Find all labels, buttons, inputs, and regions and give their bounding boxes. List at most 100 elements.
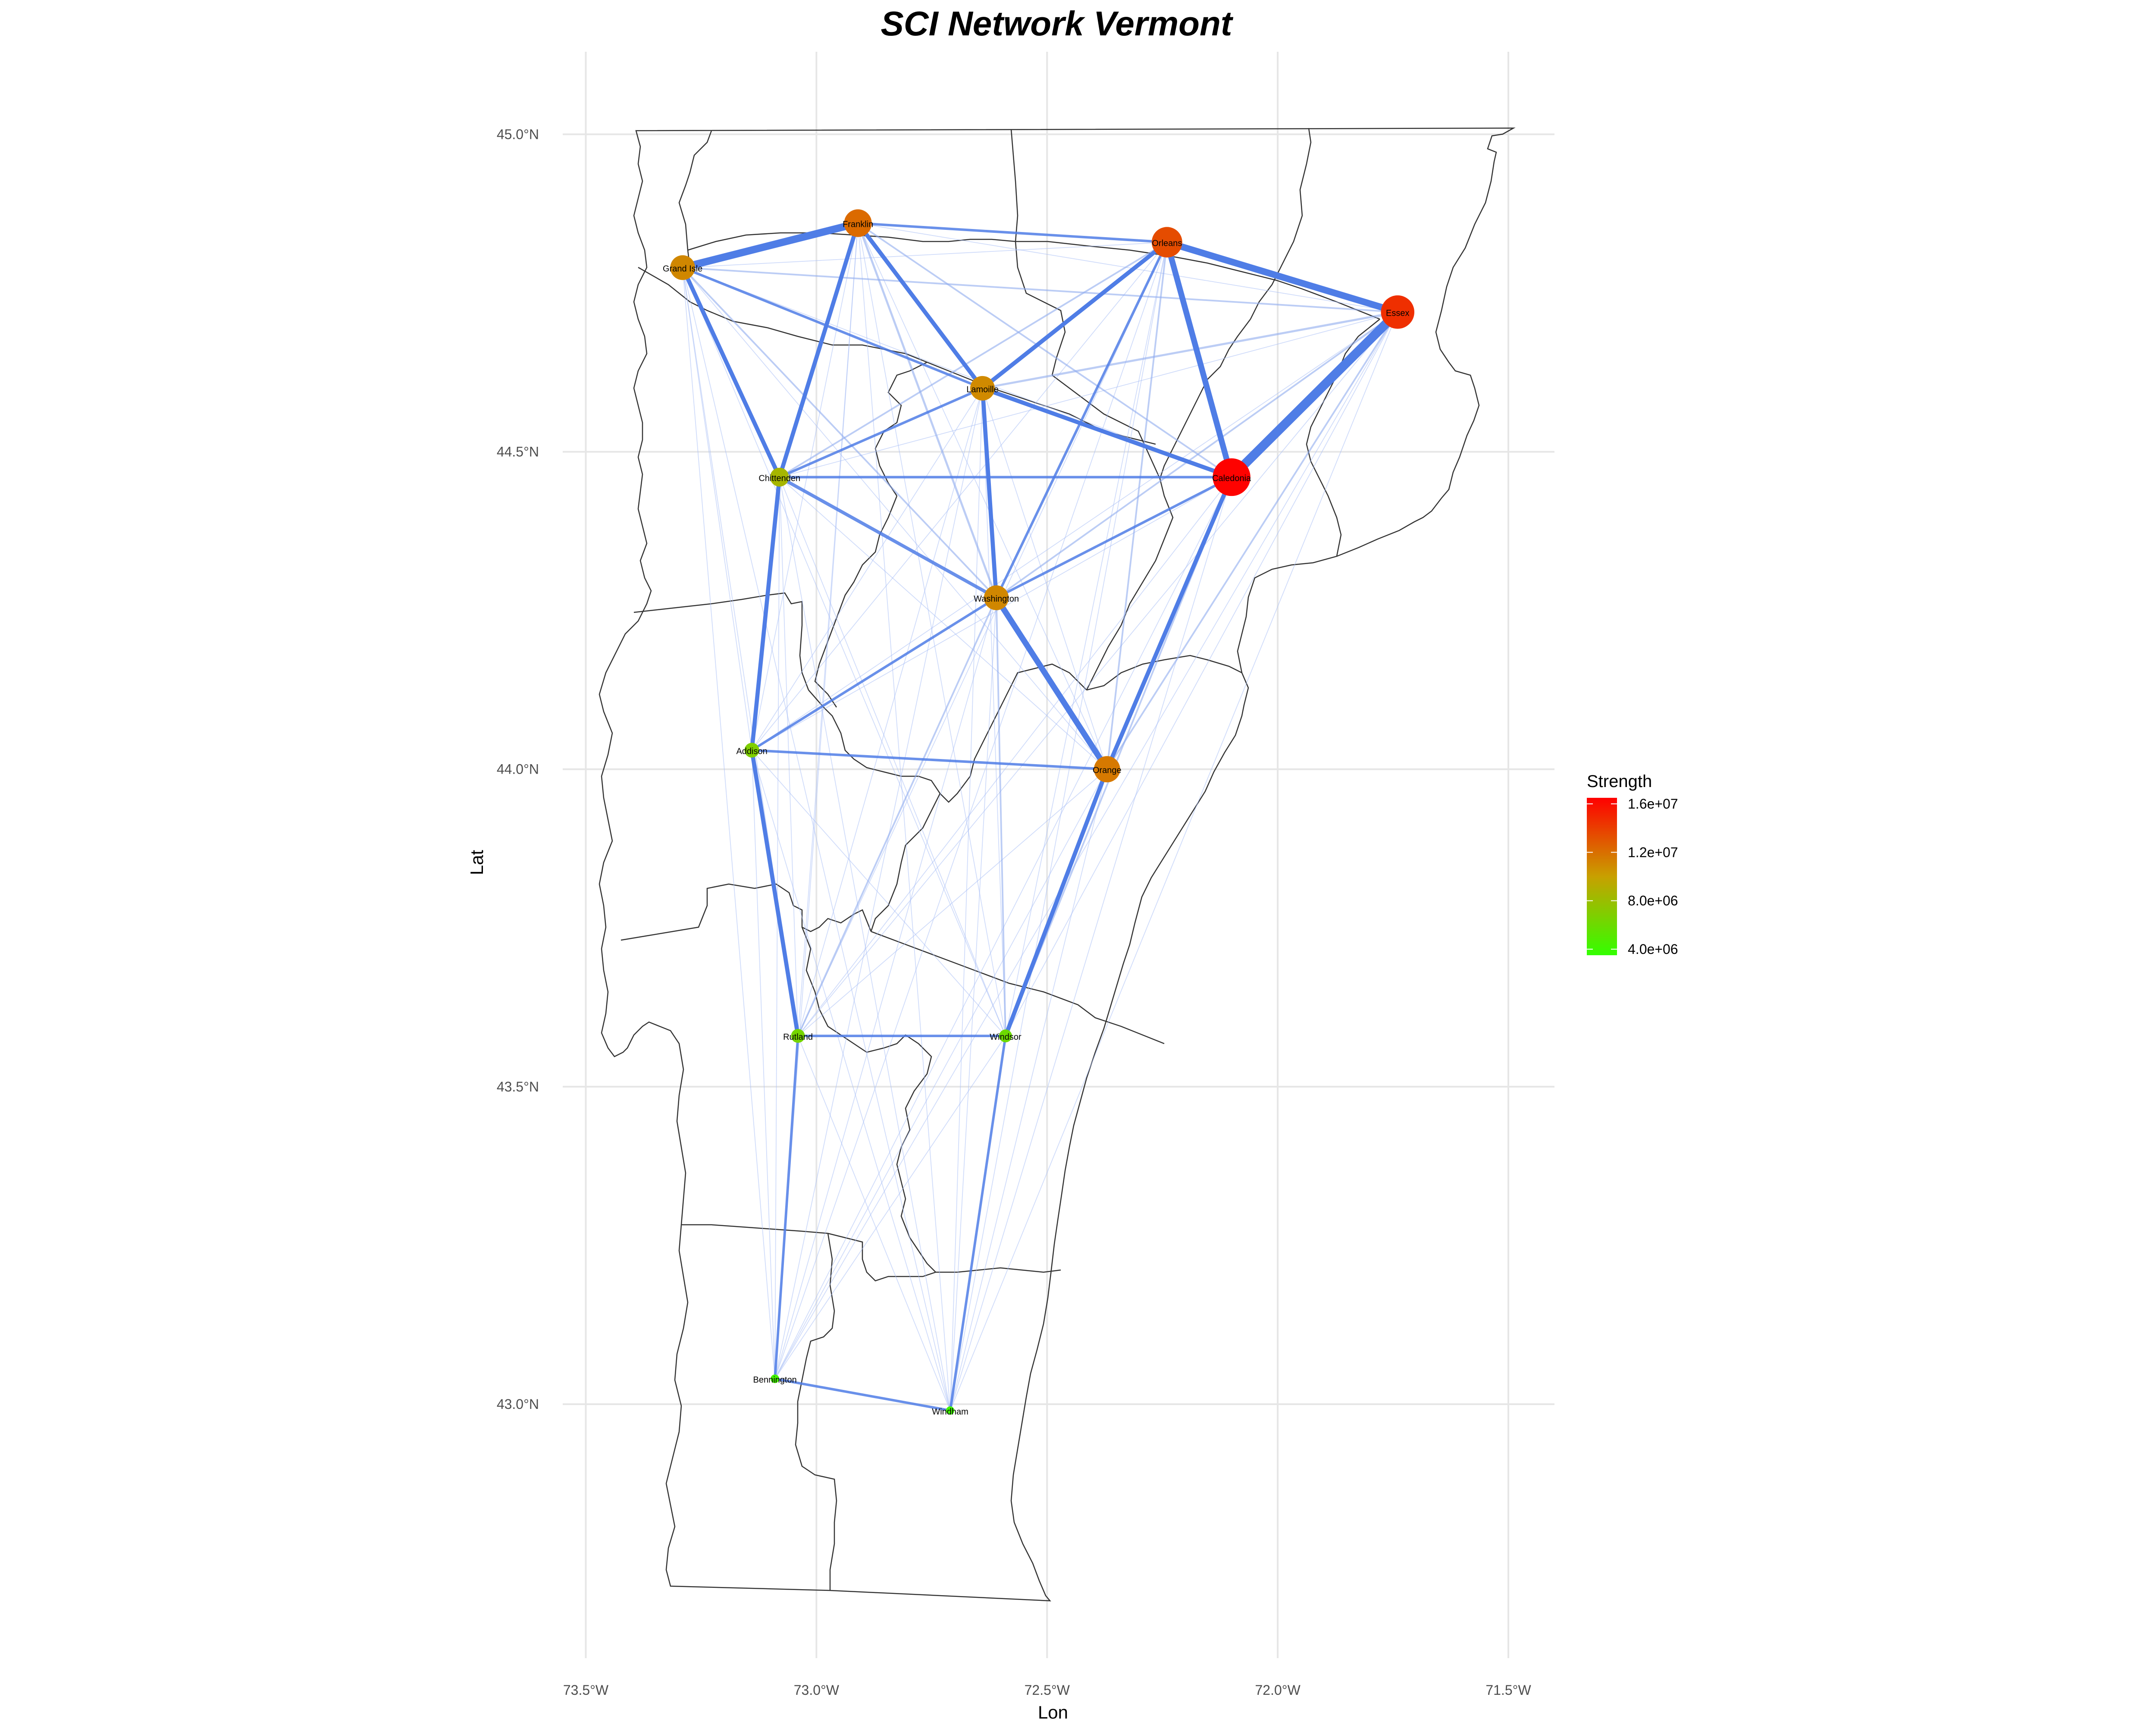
node-essex bbox=[1381, 295, 1415, 329]
edge-strong bbox=[1164, 239, 1235, 480]
edge-weak bbox=[982, 388, 1108, 770]
edge-weak bbox=[774, 769, 1108, 1379]
edge-weak bbox=[683, 242, 1167, 268]
edge-strong bbox=[1106, 311, 1399, 770]
edge-weak bbox=[950, 242, 1168, 1411]
edge-weak bbox=[774, 242, 1168, 1379]
node-label: Grand Isle bbox=[663, 264, 702, 274]
edge-weak bbox=[682, 267, 752, 750]
legend-tick-label: 8.0e+06 bbox=[1628, 893, 1678, 909]
county-line bbox=[866, 1034, 936, 1273]
county-line bbox=[678, 130, 712, 268]
node-lamoille bbox=[970, 376, 995, 401]
county-line bbox=[814, 496, 898, 708]
county-line bbox=[801, 927, 867, 1053]
legend-colorbar bbox=[1587, 798, 1617, 955]
edge-strong bbox=[680, 265, 782, 480]
edge-strong bbox=[981, 311, 1399, 389]
legend-tick-label: 1.2e+07 bbox=[1628, 844, 1678, 860]
node-label: Chittenden bbox=[758, 474, 800, 483]
edge-strong bbox=[993, 595, 1110, 772]
edge-weak bbox=[797, 242, 1168, 1036]
county-line bbox=[795, 1233, 837, 1590]
county-line bbox=[1015, 241, 1066, 376]
edge-strong bbox=[774, 1377, 952, 1412]
county-line bbox=[620, 883, 872, 941]
edge-strong bbox=[980, 240, 1169, 391]
edge-weak bbox=[950, 388, 983, 1411]
edge-weak bbox=[797, 388, 983, 1036]
y-tick-label: 43.5°N bbox=[497, 1079, 539, 1095]
legend-tick-label: 1.6e+07 bbox=[1628, 796, 1678, 812]
legend-ticks: 4.0e+06 8.0e+06 1.2e+07 1.6e+07 bbox=[1587, 796, 1678, 957]
edge-strong bbox=[777, 475, 998, 600]
edge-strong bbox=[980, 386, 999, 600]
x-tick-label: 72.0°W bbox=[1255, 1682, 1300, 1698]
edge-weak bbox=[682, 267, 775, 1379]
weak-edges bbox=[682, 223, 1398, 1411]
node-label: Essex bbox=[1386, 309, 1409, 318]
y-axis-title: Lat bbox=[467, 850, 487, 875]
edge-strong bbox=[774, 1035, 799, 1380]
county-line bbox=[808, 663, 1087, 803]
edge-strong bbox=[778, 241, 1168, 478]
node-label: Windham bbox=[932, 1407, 968, 1417]
x-axis-title: Lon bbox=[1038, 1702, 1068, 1722]
edge-weak bbox=[682, 267, 951, 1411]
edge-weak bbox=[797, 312, 1398, 1036]
node-label: Windsor bbox=[990, 1032, 1022, 1042]
edge-weak bbox=[682, 267, 1108, 770]
edge-strong bbox=[857, 222, 1233, 478]
edge-weak bbox=[950, 312, 1398, 1411]
edge-weak bbox=[797, 477, 1232, 1036]
edge-strong bbox=[856, 222, 1169, 244]
edge-strong bbox=[995, 476, 1233, 599]
node-label: Lamoille bbox=[966, 385, 998, 394]
y-tick-label: 43.0°N bbox=[497, 1396, 539, 1412]
x-tick-label: 72.5°W bbox=[1025, 1682, 1070, 1698]
edge-strong bbox=[1227, 307, 1402, 482]
edge-weak bbox=[682, 267, 1232, 478]
edge-weak bbox=[779, 477, 1107, 770]
axes: 73.5°W 73.0°W 72.5°W 72.0°W 71.5°W 43.0°N43.… bbox=[467, 126, 1531, 1722]
edge-weak bbox=[858, 223, 1398, 313]
edge-weak bbox=[751, 750, 951, 1411]
edge-weak bbox=[774, 1035, 1006, 1379]
county-line bbox=[1010, 129, 1018, 242]
node-washington bbox=[984, 585, 1009, 610]
edge-weak bbox=[797, 769, 1107, 1036]
edge-strong bbox=[682, 267, 1399, 313]
edge-strong bbox=[857, 222, 998, 599]
node-franklin bbox=[844, 209, 872, 237]
node-orleans bbox=[1151, 227, 1182, 258]
edge-weak bbox=[779, 477, 951, 1411]
y-tick-label: 44.0°N bbox=[497, 762, 539, 777]
x-tick-label: 73.5°W bbox=[563, 1682, 609, 1698]
node-chittenden bbox=[770, 467, 789, 487]
legend-title: Strength bbox=[1587, 772, 1652, 791]
county-line bbox=[874, 361, 928, 496]
node-label: Washington bbox=[974, 594, 1019, 604]
edge-strong bbox=[1163, 239, 1401, 316]
edge-strong bbox=[856, 221, 985, 391]
edge-weak bbox=[751, 223, 859, 750]
edge-strong bbox=[750, 596, 998, 752]
edge-weak bbox=[1005, 312, 1398, 1036]
edge-weak bbox=[774, 388, 983, 1379]
county-line bbox=[871, 931, 1165, 1044]
county-line bbox=[1306, 319, 1380, 557]
edge-strong bbox=[778, 387, 984, 479]
y-tick-labels: 43.0°N 43.5°N 44.0°N 44.5°N 45.0°N bbox=[497, 126, 539, 1412]
edge-strong bbox=[1106, 241, 1168, 770]
node-label: Orleans bbox=[1152, 239, 1182, 248]
edge-strong bbox=[750, 749, 1109, 771]
edge-weak bbox=[779, 477, 799, 1036]
strong-edges bbox=[679, 219, 1402, 1412]
node-label: Addison bbox=[736, 747, 767, 756]
node-label: Caledonia bbox=[1212, 474, 1251, 483]
edge-strong bbox=[797, 597, 997, 1037]
edge-weak bbox=[1005, 242, 1168, 1036]
edge-weak bbox=[779, 311, 1398, 478]
node-caledonia bbox=[1213, 458, 1250, 496]
